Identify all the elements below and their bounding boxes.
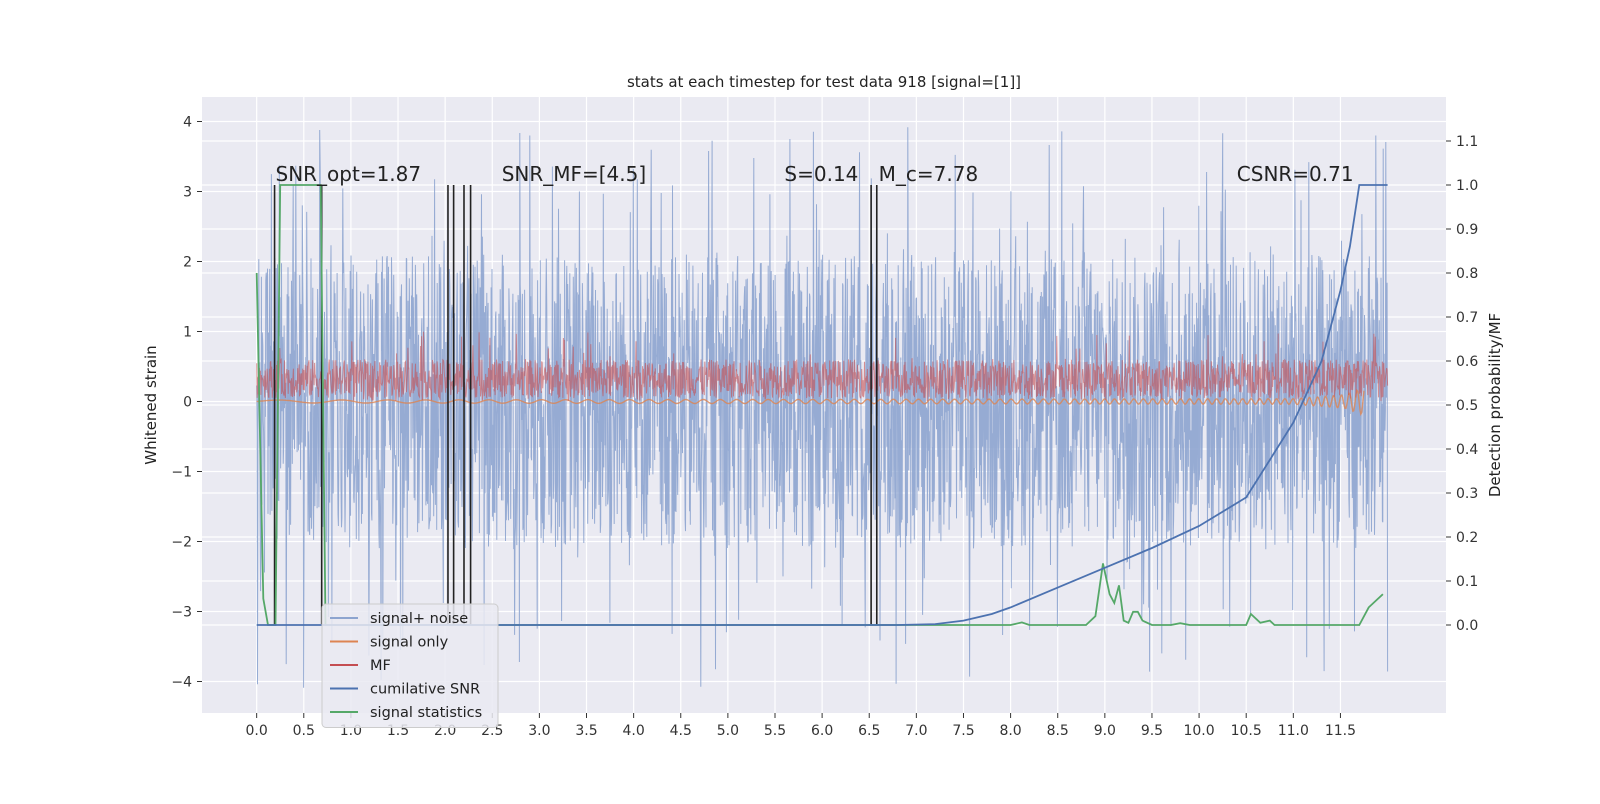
x-tick-label: 9.5 xyxy=(1141,723,1163,739)
plot-series xyxy=(255,127,1389,688)
annotation-csnr: CSNR=0.71 xyxy=(1237,162,1354,186)
x-tick-label: 10.0 xyxy=(1183,723,1214,739)
x-tick-label: 11.0 xyxy=(1278,723,1309,739)
x-tick-label: 4.0 xyxy=(622,723,644,739)
detection-markers xyxy=(273,185,878,625)
y2-tick-label: 0.7 xyxy=(1456,310,1478,326)
y-tick-label: −4 xyxy=(171,675,192,691)
y2-tick-label: 1.0 xyxy=(1456,178,1478,194)
y-tick-label: 1 xyxy=(183,325,192,341)
y2-tick-label: 0.8 xyxy=(1456,266,1478,282)
x-tick-label: 0.0 xyxy=(246,723,268,739)
annotation-mc-value: M_c=7.78 xyxy=(879,162,979,186)
y-tick-label: −1 xyxy=(171,465,192,481)
x-tick-label: 10.5 xyxy=(1231,723,1262,739)
y2-axis-label: Detection probability/MF xyxy=(1486,313,1504,497)
x-tick-label: 3.5 xyxy=(575,723,597,739)
legend-label: MF xyxy=(370,658,391,674)
annotation-snr-opt: SNR_opt=1.87 xyxy=(276,162,422,186)
x-tick-label: 9.0 xyxy=(1094,723,1116,739)
legend-box xyxy=(321,603,499,728)
y-tick-label: 0 xyxy=(183,395,192,411)
x-tick-label: 8.0 xyxy=(999,723,1021,739)
x-tick-label: 7.5 xyxy=(952,723,974,739)
y2-tick-label: 0.5 xyxy=(1456,398,1478,414)
y-axis-label: Whitened strain xyxy=(142,345,160,464)
series-signal-only xyxy=(256,388,1365,417)
y2-tick-label: 0.4 xyxy=(1456,442,1478,458)
x-tick-label: 6.5 xyxy=(858,723,880,739)
series-mf xyxy=(256,331,1389,402)
y2-tick-label: 0.1 xyxy=(1456,574,1478,590)
legend-label: signal+ noise xyxy=(370,611,468,627)
y2-tick-label: 0.0 xyxy=(1456,618,1478,634)
y2-tick-label: 1.1 xyxy=(1456,134,1478,150)
x-tick-label: 4.5 xyxy=(670,723,692,739)
x-tick-label: 6.0 xyxy=(811,723,833,739)
x-tick-label: 3.0 xyxy=(528,723,550,739)
x-tick-label: 11.5 xyxy=(1325,723,1356,739)
y2-tick-label: 0.2 xyxy=(1456,530,1478,546)
y2-tick-label: 0.3 xyxy=(1456,486,1478,502)
annotation-s-value: S=0.14 xyxy=(784,162,858,186)
tick-labels: 0.0 0.5 1.0 1.5 2.0 2.5 3.0 3.5 4.0 4.5 5.0 5.5 6.0 6… xyxy=(171,115,1478,740)
x-tick-label: 5.5 xyxy=(764,723,786,739)
series-signal-statistics xyxy=(255,184,1384,626)
x-tick-label: 0.5 xyxy=(293,723,315,739)
legend: signal+ noise signal only MF cumilative SNR… xyxy=(321,603,499,728)
x-tick-label: 5.0 xyxy=(717,723,739,739)
y-tick-label: −3 xyxy=(171,605,192,621)
chart-title: stats at each timestep for test data 918… xyxy=(627,73,1021,91)
legend-label: signal statistics xyxy=(370,705,482,721)
annotation-snr-mf: SNR_MF=[4.5] xyxy=(502,162,646,186)
x-tick-label: 8.5 xyxy=(1047,723,1069,739)
series-cumulative-snr xyxy=(256,184,1388,626)
legend-label: signal only xyxy=(370,635,449,651)
y2-tick-label: 0.6 xyxy=(1456,354,1478,370)
y2-tick-label: 0.9 xyxy=(1456,222,1478,238)
y-tick-label: −2 xyxy=(171,535,192,551)
x-tick-label: 7.0 xyxy=(905,723,927,739)
y-tick-label: 3 xyxy=(183,185,192,201)
annotations: SNR_opt=1.87 SNR_MF=[4.5] S=0.14 M_c=7.78 CS… xyxy=(276,162,1354,186)
legend-label: cumilative SNR xyxy=(370,682,480,698)
y-tick-label: 4 xyxy=(183,115,192,131)
y-tick-label: 2 xyxy=(183,255,192,271)
